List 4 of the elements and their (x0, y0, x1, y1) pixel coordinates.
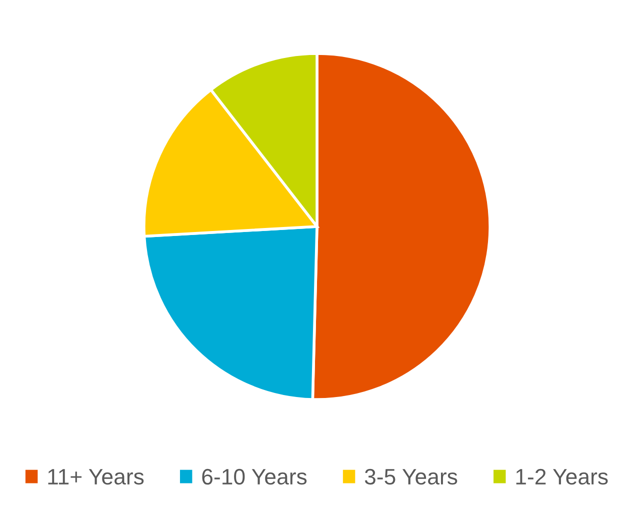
legend-label: 6-10 Years (202, 468, 307, 485)
legend-label: 3-5 Years (364, 468, 458, 485)
legend-label: 11+ Years (48, 469, 144, 485)
legend-label: 1-2 Years (516, 468, 608, 485)
